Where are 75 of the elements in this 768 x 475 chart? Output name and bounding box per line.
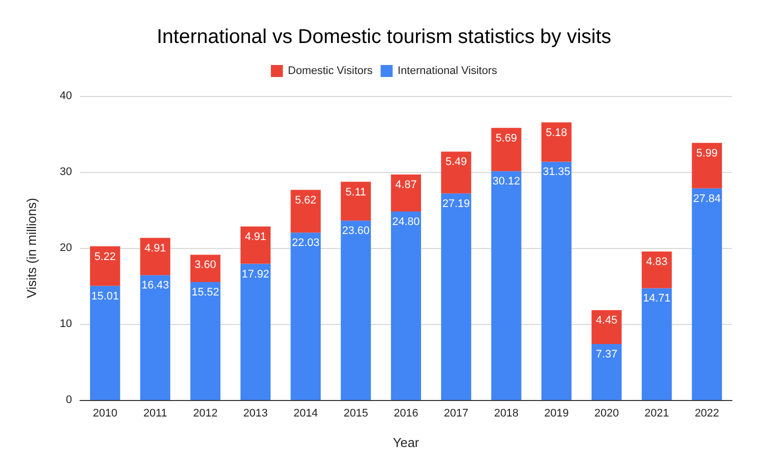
data-label: 5.49 [445, 156, 467, 168]
bar [90, 286, 120, 400]
data-label: 15.52 [192, 286, 220, 299]
x-tick-label: 2014 [293, 408, 318, 420]
bar [390, 174, 422, 212]
bar [692, 142, 722, 188]
x-tick-label: 2021 [644, 408, 670, 420]
bar [692, 188, 722, 400]
bar [541, 122, 572, 162]
y-tick-label: 40 [60, 90, 72, 102]
bar [592, 310, 622, 344]
bar [290, 190, 321, 233]
data-label: 31.35 [542, 166, 570, 178]
data-label: 5.69 [496, 132, 518, 144]
x-tick-label: 2016 [394, 408, 418, 420]
bar [390, 212, 422, 400]
data-label: 17.92 [242, 268, 270, 280]
data-label: 5.62 [294, 194, 316, 206]
bar [441, 193, 472, 400]
data-label: 4.91 [144, 242, 166, 254]
data-label: 22.03 [292, 237, 320, 250]
data-label: 15.01 [91, 290, 119, 302]
data-label: 4.45 [596, 314, 618, 327]
bar [642, 288, 672, 400]
data-label: 5.11 [346, 186, 366, 198]
x-tick-label: 2019 [544, 408, 569, 420]
data-label: 3.60 [194, 259, 216, 272]
bar [290, 232, 321, 400]
y-tick-label: 0 [66, 394, 72, 406]
y-tick-label: 30 [60, 166, 72, 178]
data-label: 5.18 [546, 126, 568, 139]
x-tick-label: 2017 [444, 408, 468, 420]
bar [340, 182, 371, 221]
y-tick-label: 10 [60, 318, 72, 330]
bar [140, 275, 170, 400]
data-label: 4.91 [244, 230, 266, 243]
bar [491, 128, 522, 172]
bar [240, 264, 271, 400]
bar [441, 152, 472, 194]
x-tick-label: 2010 [92, 408, 118, 420]
bar [90, 246, 120, 286]
x-axis-title: Year [392, 435, 420, 450]
bar [140, 238, 170, 276]
data-label: 30.12 [492, 176, 520, 188]
data-label: 23.60 [342, 225, 370, 238]
bar [541, 162, 572, 400]
bar [340, 220, 371, 400]
data-label: 16.43 [141, 280, 169, 292]
y-axis-title: Visits (in millions) [24, 198, 39, 298]
x-tick-label: 2018 [494, 408, 519, 420]
bar [240, 226, 271, 264]
legend-label: International Visitors [398, 65, 498, 77]
x-tick-label: 2022 [694, 408, 720, 420]
bar [592, 344, 622, 400]
bar [491, 171, 522, 400]
x-tick-label: 2011 [143, 408, 168, 420]
y-tick-label: 20 [60, 242, 72, 254]
data-label: 4.83 [646, 256, 668, 268]
bar [190, 282, 220, 400]
x-tick-label: 2013 [243, 408, 268, 420]
bar [642, 251, 672, 288]
data-label: 27.19 [442, 198, 470, 210]
data-label: 27.84 [693, 192, 721, 205]
chart-title: International vs Domestic tourism statistics by visits [156, 26, 612, 48]
x-tick-label: 2015 [344, 408, 368, 420]
x-tick-label: 2012 [193, 408, 218, 420]
data-label: 4.87 [395, 179, 417, 192]
data-label: 14.71 [643, 292, 671, 305]
legend-label: Domestic Visitors [288, 65, 374, 77]
data-label: 5.99 [696, 147, 718, 160]
data-label: 7.37 [596, 348, 618, 360]
x-tick-label: 2020 [594, 408, 619, 420]
bar [190, 254, 220, 282]
data-label: 5.22 [94, 250, 116, 263]
data-label: 24.80 [392, 216, 420, 228]
